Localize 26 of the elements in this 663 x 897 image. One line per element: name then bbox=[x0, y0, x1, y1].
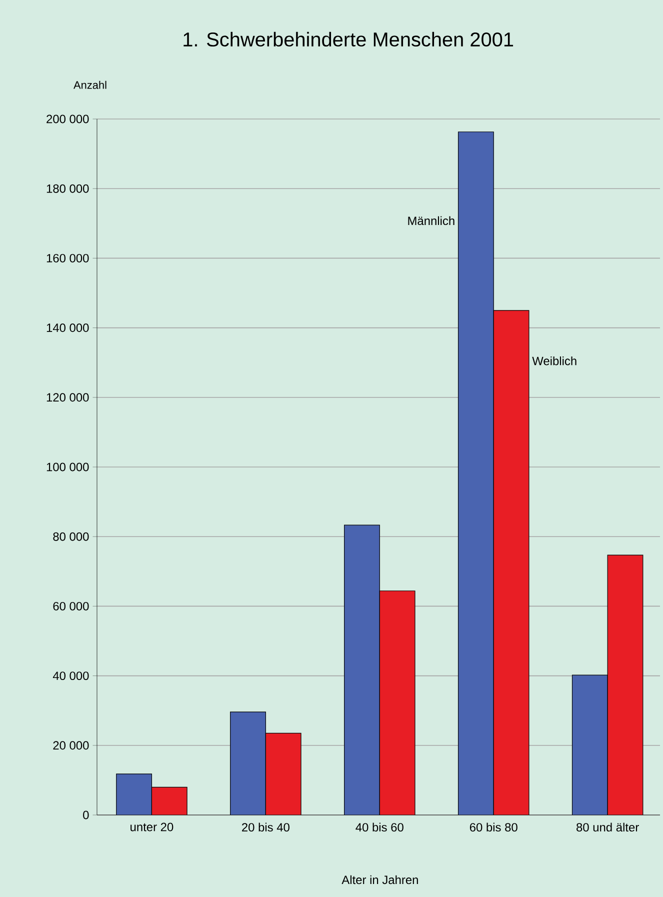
x-tick-label: 40 bis 60 bbox=[356, 822, 404, 832]
x-tick-label: 80 und älter bbox=[576, 822, 639, 832]
y-tick-label: 160 000 bbox=[46, 254, 89, 262]
y-axis-title: Anzahl bbox=[74, 80, 106, 89]
y-tick-label: 120 000 bbox=[46, 393, 89, 402]
x-axis-title: Alter in Jahren bbox=[342, 875, 418, 884]
bar bbox=[266, 733, 302, 815]
y-tick-label: 20 000 bbox=[53, 741, 89, 750]
bar bbox=[607, 554, 644, 815]
y-tick-label: 140 000 bbox=[46, 324, 89, 332]
x-tick-label: 60 bis 80 bbox=[470, 822, 518, 832]
series-label: Männlich bbox=[408, 216, 454, 226]
chart-title: 1. Schwerbehinderte Menschen 2001 bbox=[184, 32, 514, 47]
bar bbox=[152, 787, 188, 815]
y-tick-label: 180 000 bbox=[46, 184, 89, 193]
y-tick-label: 200 000 bbox=[46, 114, 89, 124]
y-tick-label: 100 000 bbox=[46, 462, 89, 472]
x-tick-label: unter 20 bbox=[130, 822, 174, 832]
bar bbox=[380, 590, 415, 815]
y-tick-label: 60 000 bbox=[53, 602, 89, 610]
bar bbox=[494, 310, 529, 815]
x-tick-label: 20 bis 40 bbox=[242, 822, 290, 832]
y-tick-label: 0 bbox=[83, 810, 89, 820]
series-label: Weiblich bbox=[532, 356, 576, 366]
y-tick-label: 40 000 bbox=[52, 672, 89, 680]
y-tick-label: 80 000 bbox=[53, 532, 89, 541]
